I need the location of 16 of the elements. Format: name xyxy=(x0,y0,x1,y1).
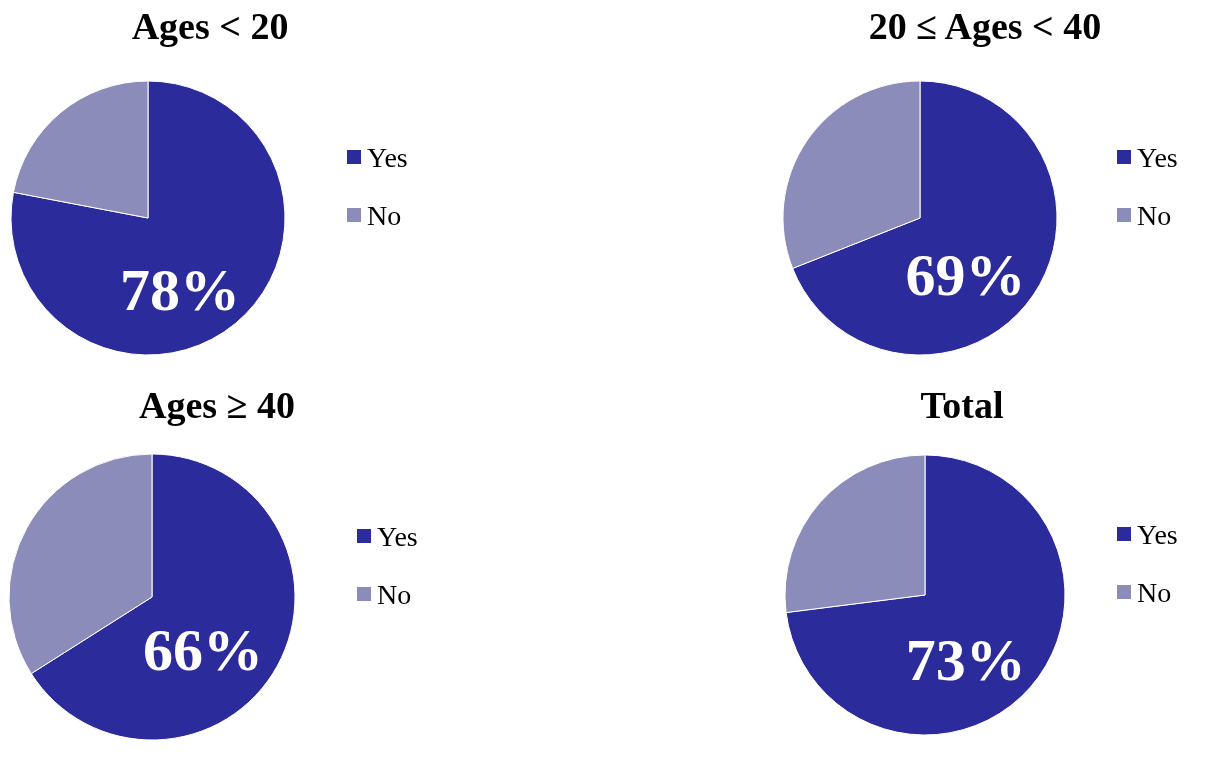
legend-label: Yes xyxy=(367,141,408,173)
legend-label: No xyxy=(367,199,402,231)
data-label: 73% xyxy=(905,627,1026,694)
legend-label: Yes xyxy=(377,520,418,552)
legend-label: Yes xyxy=(1137,518,1178,550)
legend-label: No xyxy=(1137,576,1172,608)
legend-label: No xyxy=(377,578,412,610)
legend-label: Yes xyxy=(1137,141,1178,173)
chart-title: Total xyxy=(920,384,1004,426)
chart-title: 20 ≤ Ages < 40 xyxy=(868,5,1102,47)
data-label: 78% xyxy=(119,256,240,323)
chart-title: Ages ≥ 40 xyxy=(139,384,295,426)
legend-label: No xyxy=(1137,199,1172,231)
chart-title: Ages < 20 xyxy=(131,5,289,47)
data-label: 66% xyxy=(142,617,263,684)
data-label: 69% xyxy=(905,241,1026,308)
